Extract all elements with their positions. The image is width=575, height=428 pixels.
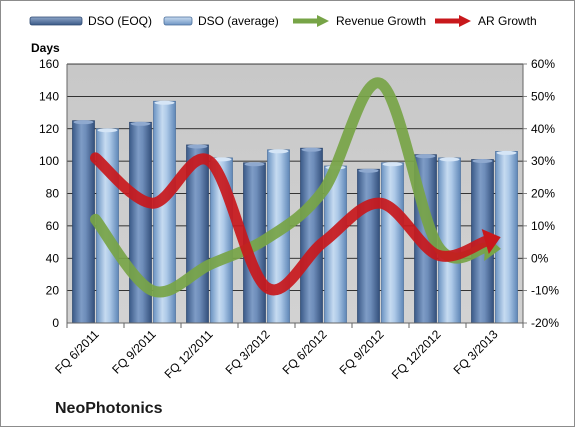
y-left-tick-label: 60 (46, 219, 60, 233)
bar-cap-dso-eoq (472, 159, 493, 164)
legend-swatch-dso-average (163, 16, 193, 26)
y-right-tick-label: 30% (531, 154, 555, 168)
bar-cap-dso-eoq (301, 147, 322, 152)
bar-dso-average (381, 162, 404, 324)
bar-cap-dso-eoq (73, 120, 94, 125)
bar-cap-dso-eoq (244, 162, 265, 167)
y-right-tick-label: 0% (531, 251, 549, 265)
bar-dso-average (438, 157, 461, 324)
company-name: NeoPhotonics (55, 400, 163, 417)
y-right-tick-label: 40% (531, 122, 555, 136)
bar-dso-eoq (300, 147, 323, 324)
y-right-tick-label: 10% (531, 219, 555, 233)
legend-item-ar-growth: AR Growth (433, 11, 537, 31)
legend-item-revenue-growth: Revenue Growth (291, 11, 426, 31)
x-tick-label: FQ 9/2011 (109, 327, 159, 377)
legend-label-dso-average: DSO (average) (198, 14, 279, 28)
y-left-tick-label: 100 (39, 154, 59, 168)
x-tick-label: FQ 12/2011 (162, 327, 216, 381)
arrowhead-ar-growth (481, 228, 501, 254)
y-right-tick-label: 50% (531, 89, 555, 103)
bar-cap-dso-eoq (358, 168, 379, 173)
bar-cap-dso-average (439, 157, 460, 162)
x-tick-label: FQ 6/2011 (52, 327, 102, 377)
y-axis-left-title: Days (31, 41, 60, 55)
legend-label-revenue-growth: Revenue Growth (336, 14, 427, 28)
bar-cap-dso-average (382, 162, 403, 167)
legend-item-dso-average: DSO (average) (163, 11, 279, 31)
legend-label-ar-growth: AR Growth (478, 14, 537, 28)
y-left-tick-label: 20 (46, 284, 60, 298)
bar-cap-dso-eoq (130, 121, 151, 126)
line-revenue-growth (90, 77, 491, 298)
y-right-tick-label: -10% (531, 284, 559, 298)
y-right-tick-label: -20% (531, 316, 559, 330)
bar-cap-dso-eoq (187, 144, 208, 149)
y-left-tick-label: 0 (52, 316, 59, 330)
bar-cap-dso-average (496, 150, 517, 155)
legend-arrow-ar-growth (435, 15, 471, 27)
line-ar-growth (90, 152, 491, 296)
y-left-tick-label: 140 (39, 89, 59, 103)
legend-label-dso-eoq: DSO (EOQ) (88, 14, 153, 28)
bar-cap-dso-average (154, 100, 175, 105)
legend-swatch-dso-eoq (29, 16, 83, 26)
legend-arrow-revenue-growth (293, 15, 329, 27)
x-tick-label: FQ 12/2012 (389, 327, 444, 382)
y-left-tick-label: 40 (46, 251, 60, 265)
x-tick-label: FQ 3/2012 (223, 327, 273, 377)
x-tick-label: FQ 9/2012 (337, 327, 387, 377)
y-left-tick-label: 120 (39, 122, 59, 136)
bar-dso-eoq (357, 168, 380, 324)
y-right-tick-label: 60% (531, 57, 555, 71)
y-left-tick-label: 80 (46, 187, 60, 201)
bar-cap-dso-average (97, 128, 118, 133)
y-left-tick-label: 160 (39, 57, 59, 71)
x-tick-label: FQ 3/2013 (451, 327, 501, 377)
y-right-tick-label: 20% (531, 187, 555, 201)
legend-item-dso-eoq: DSO (EOQ) (29, 11, 152, 31)
x-tick-label: FQ 6/2012 (280, 327, 330, 377)
bar-cap-dso-average (268, 149, 289, 154)
bar-cap-dso-eoq (415, 154, 436, 159)
